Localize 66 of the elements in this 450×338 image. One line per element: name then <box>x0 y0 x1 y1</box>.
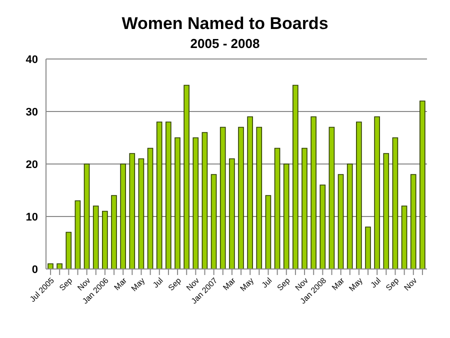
x-tick-label: Nov <box>76 276 92 292</box>
y-tick-label: 30 <box>26 106 38 118</box>
x-tick-label: Nov <box>184 276 202 292</box>
bar <box>156 122 162 269</box>
x-tick-label: Nov <box>294 276 310 292</box>
x-tick-label: Jul <box>260 276 274 290</box>
bar <box>66 232 72 269</box>
bar <box>374 116 380 269</box>
bar <box>338 174 344 269</box>
bar <box>265 195 272 269</box>
bar <box>302 148 308 269</box>
bar <box>356 122 362 269</box>
bar <box>74 200 81 269</box>
x-tick-label: Jul <box>151 276 165 290</box>
bar <box>320 184 326 269</box>
bar <box>310 116 316 269</box>
bar <box>192 137 199 269</box>
x-tick-label: Mar <box>112 276 129 292</box>
bar <box>365 226 371 269</box>
bar <box>274 148 280 269</box>
bar <box>56 263 62 269</box>
bar <box>401 206 408 269</box>
bar <box>220 126 226 269</box>
bar <box>174 137 180 269</box>
x-tick-label: May <box>347 276 364 294</box>
x-tick-label: May <box>130 276 147 294</box>
bar <box>48 263 54 269</box>
bar <box>383 153 390 269</box>
x-tick-label: Sep <box>166 276 184 292</box>
bar <box>420 100 426 269</box>
bar <box>129 153 136 269</box>
bar <box>120 164 126 269</box>
bar <box>102 210 108 269</box>
bar <box>283 164 290 269</box>
x-tick-label: Mar <box>330 276 346 292</box>
y-tick-label: 40 <box>26 54 38 66</box>
bar <box>84 164 90 269</box>
bar <box>292 84 298 269</box>
bar <box>346 164 353 269</box>
bar <box>166 122 172 269</box>
x-tick-label: May <box>238 276 256 294</box>
bar <box>92 206 99 269</box>
bar <box>256 126 262 269</box>
x-tick-label: Sep <box>58 276 74 292</box>
y-tick-label: 20 <box>26 158 38 171</box>
bar <box>229 158 235 269</box>
x-tick-label: Sep <box>275 276 292 292</box>
bar <box>210 174 217 269</box>
x-tick-label: Nov <box>402 276 419 292</box>
bar <box>238 126 244 269</box>
bar <box>328 126 335 269</box>
y-tick-label: 0 <box>32 264 38 276</box>
bar <box>111 195 117 269</box>
chart-title: Women Named to Boards <box>120 14 330 34</box>
y-tick-label: 10 <box>26 211 38 224</box>
x-tick-label: Sep <box>384 276 402 292</box>
bar <box>247 116 253 269</box>
bar <box>184 84 190 269</box>
bar <box>147 148 154 269</box>
x-tick-label: Mar <box>221 276 238 292</box>
bar <box>202 132 208 269</box>
x-tick-label: Jul <box>368 276 383 290</box>
chart-subtitle: 2005 - 2008 <box>189 36 261 51</box>
bar <box>138 158 144 269</box>
bar <box>410 174 416 269</box>
bar <box>392 137 398 269</box>
